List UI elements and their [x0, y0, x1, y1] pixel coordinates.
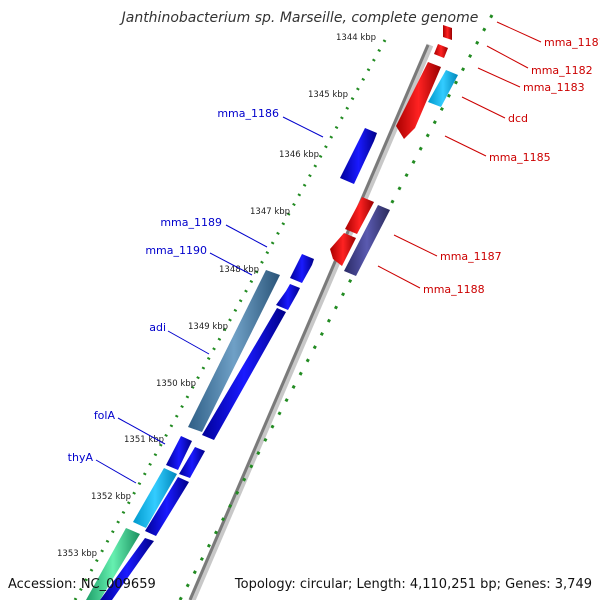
leader-line	[225, 224, 268, 248]
gene-label-mma_1182[interactable]: mma_1182	[531, 64, 593, 77]
gene-label-thyA[interactable]: thyA	[68, 451, 94, 464]
gene-arrow-thyA[interactable]	[133, 468, 177, 528]
tick-label: 1348 kbp	[219, 265, 259, 275]
leader-line	[393, 234, 438, 257]
gene-arrow-mma_1187a[interactable]	[345, 197, 374, 234]
tick-row-outer	[73, 39, 387, 600]
tick-label: 1349 kbp	[188, 322, 228, 332]
leader-line	[496, 21, 542, 43]
gene-arrow-mma_1182[interactable]	[434, 44, 448, 58]
leader-line	[444, 135, 487, 157]
leader-line	[282, 116, 324, 138]
tick-label: 1347 kbp	[250, 207, 290, 217]
gene-arrow-mma_1190[interactable]	[290, 254, 314, 283]
gene-arrow-mma_1195[interactable]	[145, 477, 189, 536]
leader-line	[486, 45, 529, 69]
gene-arrow-mma_1191[interactable]	[202, 308, 286, 440]
gene-label-mma_1187[interactable]: mma_1187	[440, 250, 502, 263]
gene-label-mma_1186[interactable]: mma_1186	[217, 107, 279, 120]
gene-label-mma_1183[interactable]: mma_1183	[523, 81, 585, 94]
tick-row-inner	[178, 14, 494, 600]
tick-label: 1353 kbp	[57, 549, 97, 559]
gene-label-dcd[interactable]: dcd	[508, 112, 528, 125]
leader-line	[209, 252, 253, 276]
genome-summary: Topology: circular; Length: 4,110,251 bp…	[234, 577, 592, 592]
gene-arrow-mma_1197[interactable]	[100, 538, 154, 600]
leader-line	[117, 417, 166, 445]
leader-line	[461, 96, 506, 119]
gene-label-mma_1188[interactable]: mma_1188	[423, 283, 485, 296]
gene-arrow-mma_1187b[interactable]	[330, 233, 356, 266]
tick-label: 1344 kbp	[336, 33, 376, 43]
map-title: Janthinobacterium sp. Marseille, complet…	[121, 10, 479, 26]
leader-line	[95, 459, 137, 484]
gene-arrow-mma_1189[interactable]	[276, 284, 300, 310]
gene-arrow-mma_1193[interactable]	[179, 447, 205, 478]
tick-label: 1351 kbp	[124, 435, 164, 445]
backbone-shadow	[188, 43, 434, 600]
gene-arrow-mma_1196[interactable]	[86, 528, 140, 600]
tick-label: 1345 kbp	[308, 90, 348, 100]
gene-arrow-folA[interactable]	[166, 436, 192, 470]
gene-arrow-mma_1186[interactable]	[340, 128, 377, 184]
gene-arrow-adi[interactable]	[188, 270, 280, 432]
gene-label-mma_1190[interactable]: mma_1190	[145, 244, 207, 257]
gene-arrow-mma_1188[interactable]	[344, 205, 390, 276]
gene-label-mma_1189[interactable]: mma_1189	[160, 216, 222, 229]
gene-label-folA[interactable]: folA	[94, 409, 116, 422]
tick-label: 1346 kbp	[279, 150, 319, 160]
gene-label-mma_1181[interactable]: mma_1181	[544, 36, 600, 49]
gene-arrow-mma_1181[interactable]	[443, 25, 452, 40]
tick-label: 1352 kbp	[91, 492, 131, 502]
backbone-line	[188, 44, 430, 600]
tick-label: 1350 kbp	[156, 379, 196, 389]
leader-line	[167, 330, 210, 355]
gene-label-adi[interactable]: adi	[149, 321, 166, 334]
gene-arrow-mma_1183[interactable]	[396, 62, 441, 139]
gene-label-mma_1185[interactable]: mma_1185	[489, 151, 551, 164]
accession-label: Accession: NC_009659	[8, 577, 156, 592]
gene-arrow-dcd[interactable]	[428, 70, 458, 107]
leader-line	[477, 67, 521, 88]
leader-line	[377, 265, 421, 289]
